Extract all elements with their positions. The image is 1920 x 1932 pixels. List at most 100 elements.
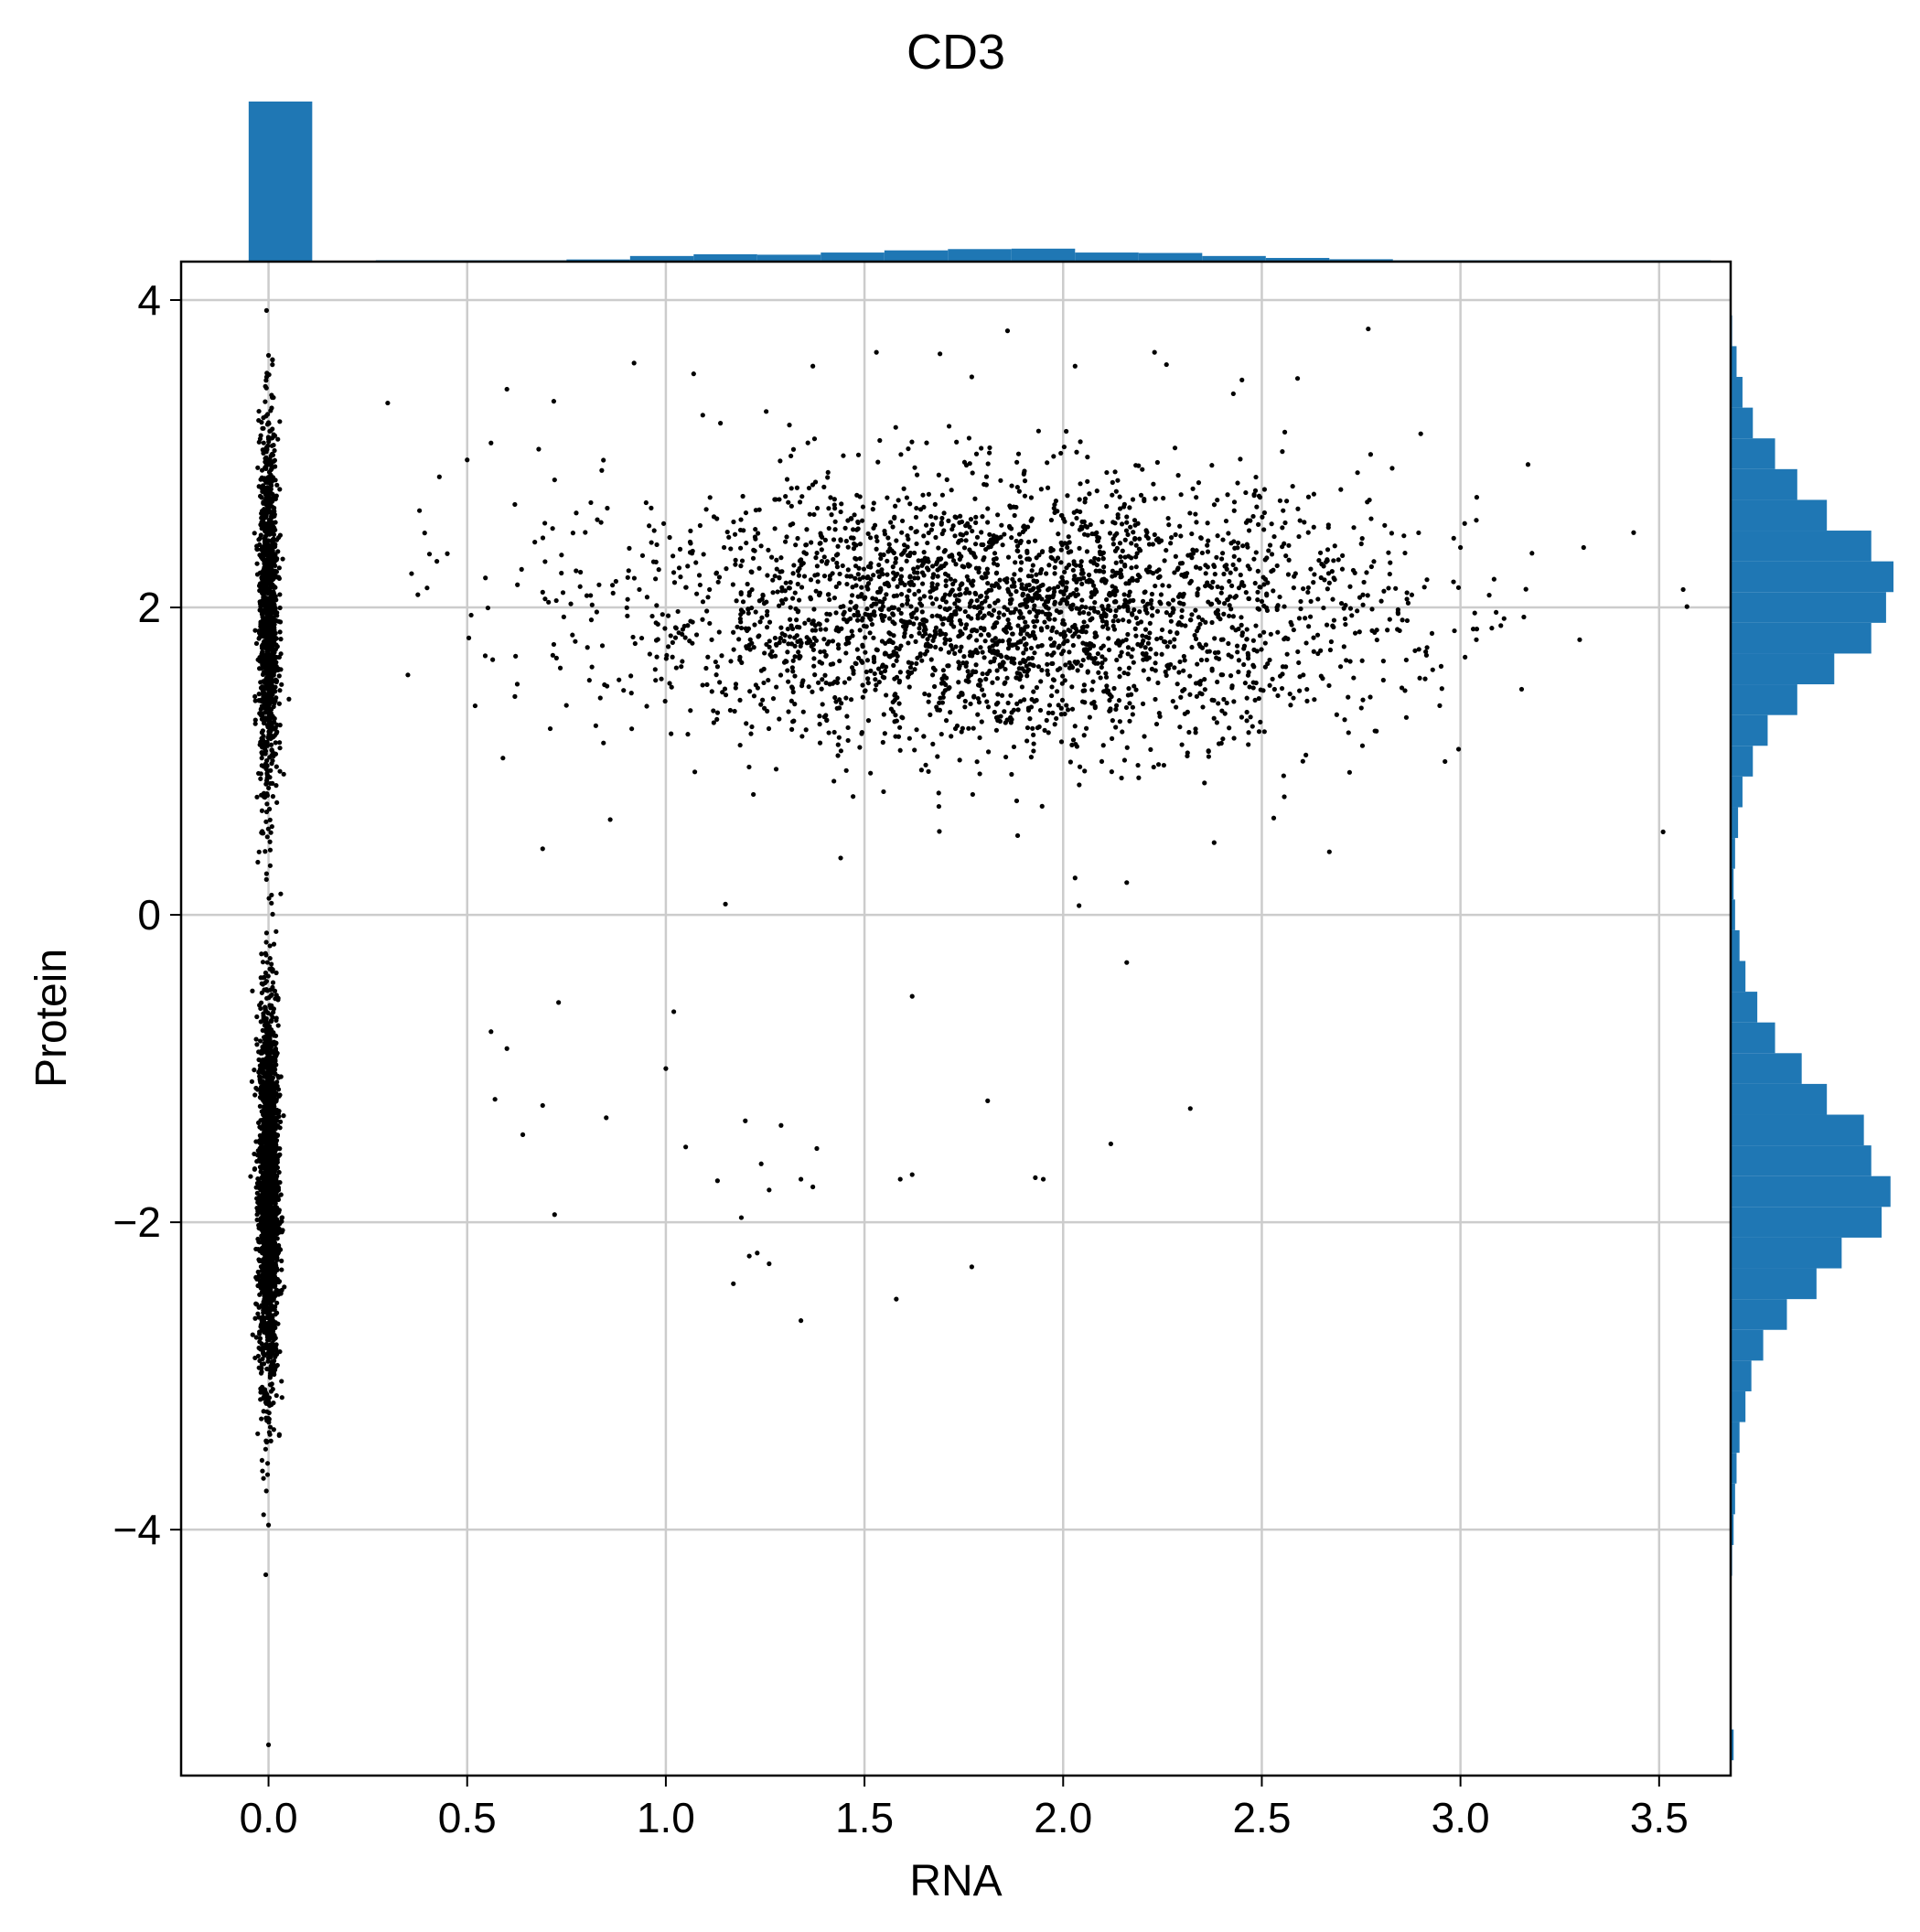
scatter-point [1017, 540, 1023, 546]
scatter-point [802, 620, 808, 626]
scatter-point [1113, 706, 1119, 713]
right-histogram-bar [1731, 1175, 1891, 1208]
scatter-point [256, 849, 262, 854]
scatter-point [1258, 719, 1263, 724]
scatter-point [1031, 748, 1036, 754]
scatter-point [1224, 563, 1229, 568]
scatter-point [256, 537, 262, 542]
scatter-point [728, 659, 734, 664]
scatter-point [919, 658, 925, 663]
scatter-point [811, 606, 817, 612]
scatter-point [1101, 564, 1107, 570]
scatter-point [259, 620, 264, 626]
scatter-point [263, 1206, 268, 1211]
scatter-point [269, 961, 274, 967]
scatter-point [265, 973, 271, 979]
scatter-point [1155, 762, 1162, 767]
scatter-point [1196, 480, 1202, 486]
scatter-point [276, 673, 282, 679]
scatter-point [261, 591, 267, 597]
scatter-point [599, 467, 605, 473]
right-histogram-bar [1731, 1729, 1734, 1761]
scatter-point [254, 1217, 260, 1223]
scatter-point [1231, 499, 1238, 505]
scatter-point [1086, 611, 1091, 617]
scatter-point [949, 647, 955, 652]
scatter-point [929, 672, 936, 678]
right-histogram-bar [1731, 561, 1893, 593]
scatter-point [931, 683, 938, 690]
scatter-point [783, 494, 788, 499]
scatter-point [265, 1078, 271, 1083]
scatter-point [680, 631, 685, 637]
scatter-point [1199, 550, 1205, 556]
scatter-point [886, 616, 893, 621]
scatter-point [1269, 552, 1275, 557]
scatter-point [835, 753, 841, 758]
scatter-point [1227, 725, 1232, 731]
scatter-point [1287, 692, 1293, 697]
scatter-point [860, 504, 866, 510]
scatter-point [261, 1186, 266, 1191]
scatter-point [1295, 649, 1301, 655]
scatter-point [1275, 629, 1281, 635]
top-histogram-bar [821, 252, 885, 262]
scatter-point [1142, 734, 1147, 739]
right-histogram-bar [1731, 592, 1886, 623]
scatter-point [887, 654, 893, 660]
scatter-point [265, 1275, 272, 1281]
scatter-point [1386, 585, 1391, 591]
scatter-point [257, 1057, 263, 1063]
scatter-point [1136, 775, 1142, 780]
scatter-point [1255, 568, 1260, 574]
scatter-point [255, 1431, 261, 1436]
scatter-point [1680, 586, 1686, 593]
scatter-point [264, 776, 270, 781]
scatter-point [272, 669, 277, 675]
scatter-point [1099, 519, 1105, 525]
scatter-point [277, 629, 283, 635]
scatter-point [263, 1040, 270, 1046]
scatter-point [1261, 510, 1268, 516]
scatter-point [1417, 675, 1422, 681]
scatter-point [263, 751, 268, 757]
scatter-point [1257, 633, 1263, 639]
right-histogram-bar [1731, 868, 1734, 900]
scatter-point [985, 461, 991, 467]
scatter-point [263, 703, 268, 709]
scatter-point [277, 419, 283, 424]
scatter-point [270, 1219, 275, 1225]
scatter-point [1296, 533, 1302, 540]
scatter-point [865, 564, 872, 570]
scatter-point [927, 692, 932, 698]
scatter-point [1123, 704, 1130, 711]
scatter-point [956, 694, 961, 700]
scatter-point [257, 607, 263, 613]
scatter-point [252, 1092, 258, 1098]
scatter-point [857, 542, 863, 547]
scatter-point [992, 636, 998, 641]
scatter-point [1153, 696, 1158, 703]
scatter-point [667, 681, 672, 686]
scatter-point [823, 627, 829, 632]
scatter-point [1070, 633, 1076, 639]
scatter-point [811, 656, 817, 661]
scatter-point [252, 1166, 257, 1172]
scatter-point [1114, 703, 1120, 708]
scatter-point [264, 1472, 271, 1477]
scatter-point [258, 706, 263, 713]
scatter-point [1052, 722, 1057, 727]
scatter-point [1324, 622, 1330, 628]
scatter-point [1231, 553, 1237, 559]
scatter-point [263, 445, 269, 451]
scatter-point [987, 445, 992, 451]
scatter-point [1121, 592, 1127, 597]
scatter-point [263, 1308, 269, 1314]
scatter-point [1194, 548, 1199, 553]
scatter-point [1198, 535, 1204, 541]
scatter-point [841, 453, 846, 458]
scatter-point [268, 658, 274, 663]
scatter-point [263, 1488, 269, 1494]
scatter-point [996, 610, 1002, 616]
scatter-point [1128, 524, 1133, 530]
